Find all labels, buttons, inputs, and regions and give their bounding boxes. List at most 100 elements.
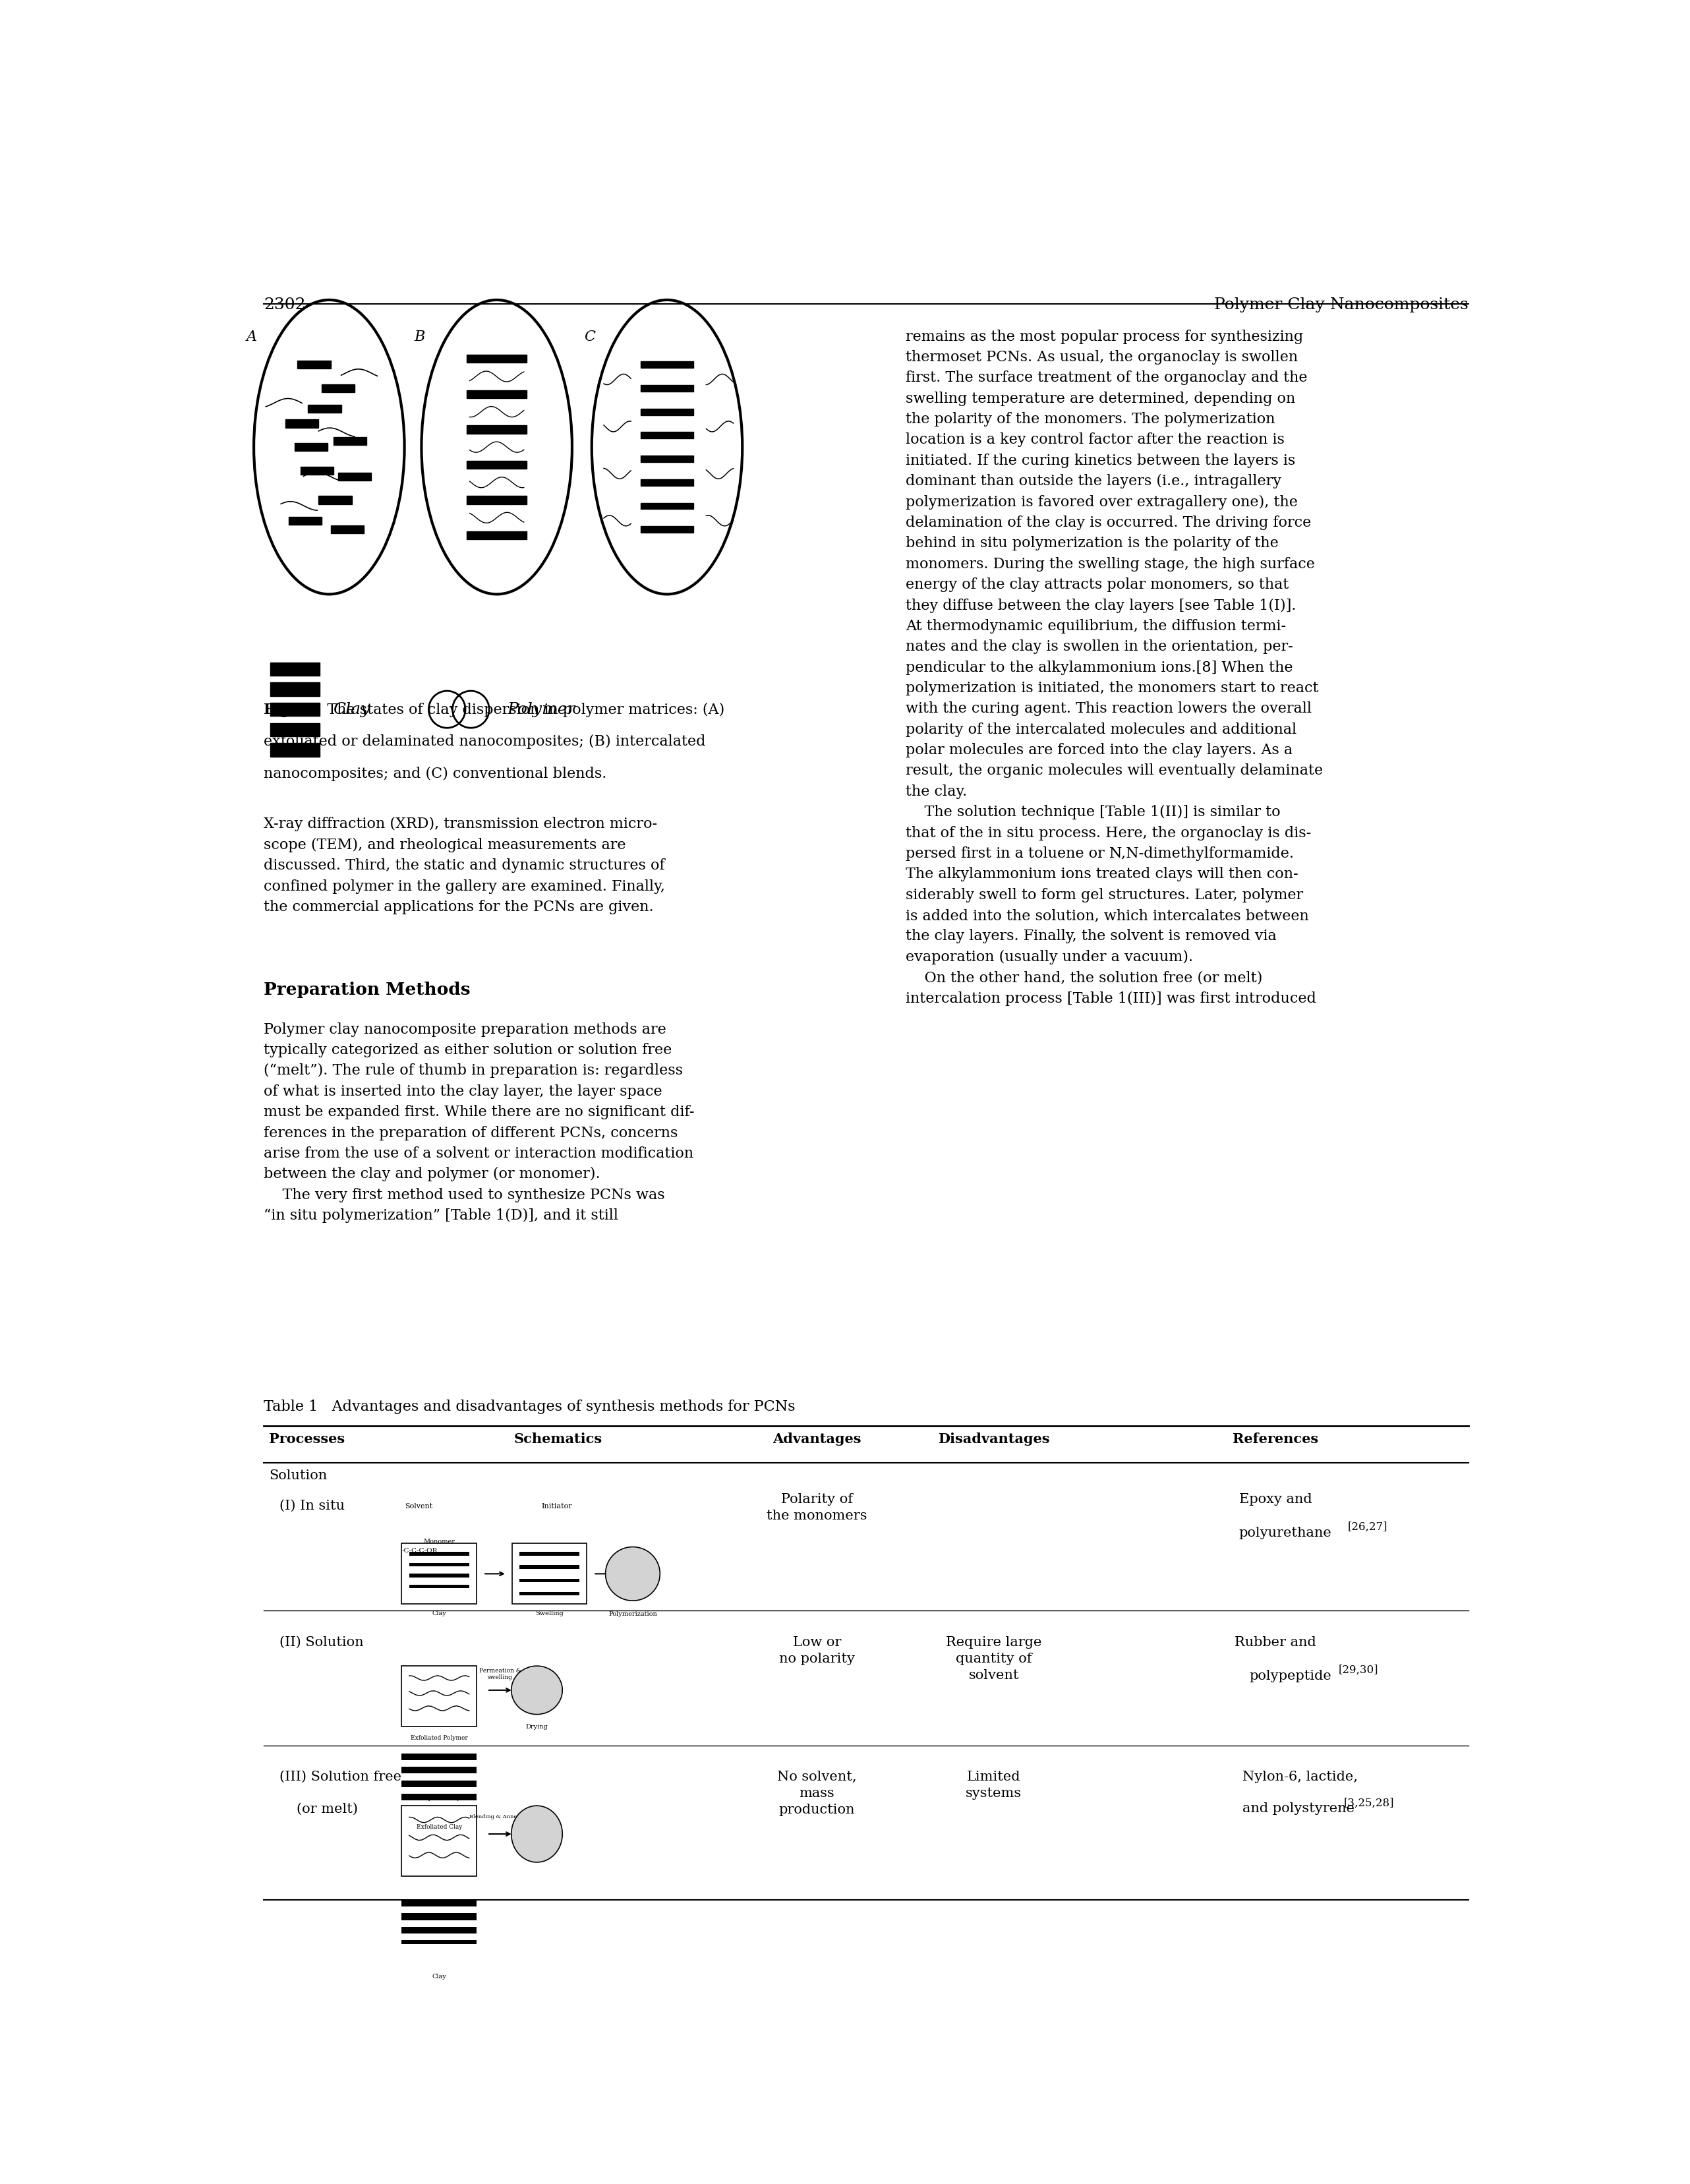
Text: 2302: 2302 bbox=[264, 297, 306, 312]
Text: Clay: Clay bbox=[433, 1612, 446, 1616]
Text: Disadvantages: Disadvantages bbox=[938, 1433, 1049, 1446]
Bar bbox=[338, 472, 372, 480]
Bar bbox=[270, 703, 319, 716]
Bar bbox=[466, 426, 527, 435]
Text: Low or
no polarity: Low or no polarity bbox=[779, 1636, 855, 1664]
Text: Processes: Processes bbox=[269, 1433, 345, 1446]
Text: [26,27]: [26,27] bbox=[1347, 1522, 1387, 1533]
Text: C: C bbox=[585, 330, 595, 343]
Text: Rubber and: Rubber and bbox=[1235, 1636, 1317, 1649]
Text: Limited
systems: Limited systems bbox=[965, 1771, 1022, 1800]
Bar bbox=[270, 743, 319, 756]
Bar bbox=[402, 1793, 477, 1800]
Bar bbox=[333, 437, 367, 446]
Text: nanocomposites; and (C) conventional blends.: nanocomposites; and (C) conventional ble… bbox=[264, 767, 607, 782]
Text: and polystyrene: and polystyrene bbox=[1242, 1802, 1355, 1815]
Text: (or melt): (or melt) bbox=[296, 1802, 358, 1815]
Bar bbox=[289, 518, 321, 524]
Bar bbox=[641, 502, 693, 509]
Text: Clay: Clay bbox=[433, 1974, 446, 1981]
Text: Swelling: Swelling bbox=[536, 1612, 563, 1616]
Text: polyurethane: polyurethane bbox=[1239, 1527, 1332, 1540]
Text: Fig. 1: Fig. 1 bbox=[264, 703, 309, 716]
Text: References: References bbox=[1232, 1433, 1318, 1446]
Ellipse shape bbox=[592, 299, 742, 594]
Bar bbox=[308, 404, 341, 413]
Text: Solution: Solution bbox=[269, 1470, 328, 1483]
Text: Preparation Methods: Preparation Methods bbox=[264, 983, 470, 998]
Text: Polarity of
the monomers: Polarity of the monomers bbox=[767, 1494, 867, 1522]
Bar bbox=[270, 662, 319, 675]
Text: [29,30]: [29,30] bbox=[1338, 1664, 1377, 1675]
Text: (I) In situ: (I) In situ bbox=[279, 1500, 345, 1511]
Bar bbox=[402, 1754, 477, 1760]
Text: Initiator: Initiator bbox=[541, 1503, 571, 1509]
Bar bbox=[409, 1575, 470, 1577]
Text: remains as the most popular process for synthesizing
thermoset PCNs. As usual, t: remains as the most popular process for … bbox=[906, 330, 1323, 1007]
Bar bbox=[641, 526, 693, 533]
Bar bbox=[466, 461, 527, 470]
Text: Schematics: Schematics bbox=[514, 1433, 603, 1446]
Bar bbox=[466, 354, 527, 363]
Text: B: B bbox=[414, 330, 424, 343]
Bar bbox=[409, 1586, 470, 1588]
Text: polypeptide: polypeptide bbox=[1249, 1669, 1332, 1682]
Bar bbox=[402, 1913, 477, 1920]
Bar bbox=[294, 443, 328, 452]
Bar bbox=[402, 1939, 477, 1946]
Text: Monomer: Monomer bbox=[422, 1540, 455, 1544]
Text: Polymerization: Polymerization bbox=[608, 1612, 657, 1618]
Bar bbox=[466, 531, 527, 539]
Text: Thermoplastic Polymer: Thermoplastic Polymer bbox=[407, 1795, 472, 1800]
Bar bbox=[641, 408, 693, 415]
Text: Nylon-6, lactide,: Nylon-6, lactide, bbox=[1242, 1771, 1359, 1782]
Text: Drying: Drying bbox=[526, 1723, 548, 1730]
Bar bbox=[409, 1553, 470, 1555]
Text: -C-C-C-OR: -C-C-C-OR bbox=[402, 1548, 438, 1553]
Ellipse shape bbox=[253, 299, 404, 594]
Bar bbox=[402, 1900, 477, 1907]
Text: Clay: Clay bbox=[333, 701, 370, 716]
Bar bbox=[297, 360, 331, 369]
Text: Solvent: Solvent bbox=[406, 1503, 433, 1509]
Text: [3,25,28]: [3,25,28] bbox=[1344, 1797, 1394, 1808]
Bar bbox=[519, 1592, 580, 1597]
Text: Exfoliated Polymer: Exfoliated Polymer bbox=[411, 1734, 468, 1741]
Text: Advantages: Advantages bbox=[772, 1433, 862, 1446]
Text: Require large
quantity of
solvent: Require large quantity of solvent bbox=[946, 1636, 1041, 1682]
Bar bbox=[301, 467, 333, 474]
Ellipse shape bbox=[512, 1806, 563, 1863]
Bar bbox=[402, 1780, 477, 1787]
Bar bbox=[641, 456, 693, 463]
Bar bbox=[286, 419, 319, 428]
Bar bbox=[331, 526, 363, 533]
Bar bbox=[270, 723, 319, 736]
Text: X-ray diffraction (XRD), transmission electron micro-
scope (TEM), and rheologic: X-ray diffraction (XRD), transmission el… bbox=[264, 817, 666, 915]
Text: No solvent,
mass
production: No solvent, mass production bbox=[777, 1771, 857, 1817]
Bar bbox=[519, 1566, 580, 1568]
Bar bbox=[641, 360, 693, 367]
Bar bbox=[641, 432, 693, 439]
Text: exfoliated or delaminated nanocomposites; (B) intercalated: exfoliated or delaminated nanocomposites… bbox=[264, 734, 706, 749]
Text: Exfoliated Clay: Exfoliated Clay bbox=[416, 1824, 461, 1830]
Text: A: A bbox=[247, 330, 257, 343]
Text: Epoxy and: Epoxy and bbox=[1239, 1494, 1311, 1505]
Bar bbox=[319, 496, 352, 505]
Bar bbox=[402, 1926, 477, 1933]
Text: Table 1   Advantages and disadvantages of synthesis methods for PCNs: Table 1 Advantages and disadvantages of … bbox=[264, 1400, 796, 1413]
Text: (II) Solution: (II) Solution bbox=[279, 1636, 363, 1649]
Text: Polymer clay nanocomposite preparation methods are
typically categorized as eith: Polymer clay nanocomposite preparation m… bbox=[264, 1022, 695, 1223]
Bar bbox=[641, 384, 693, 391]
Text: Blending & Annealing: Blending & Annealing bbox=[470, 1815, 531, 1819]
Text: Permeation &
swelling: Permeation & swelling bbox=[480, 1669, 521, 1679]
Text: The states of clay dispersion in polymer matrices: (A): The states of clay dispersion in polymer… bbox=[313, 703, 725, 716]
Bar bbox=[466, 391, 527, 397]
Bar bbox=[641, 478, 693, 485]
Text: Polymer Clay Nanocomposites: Polymer Clay Nanocomposites bbox=[1215, 297, 1469, 312]
Bar bbox=[402, 1767, 477, 1773]
Bar bbox=[519, 1579, 580, 1581]
Bar bbox=[519, 1553, 580, 1555]
Ellipse shape bbox=[512, 1666, 563, 1714]
Bar bbox=[321, 384, 355, 393]
Ellipse shape bbox=[421, 299, 573, 594]
